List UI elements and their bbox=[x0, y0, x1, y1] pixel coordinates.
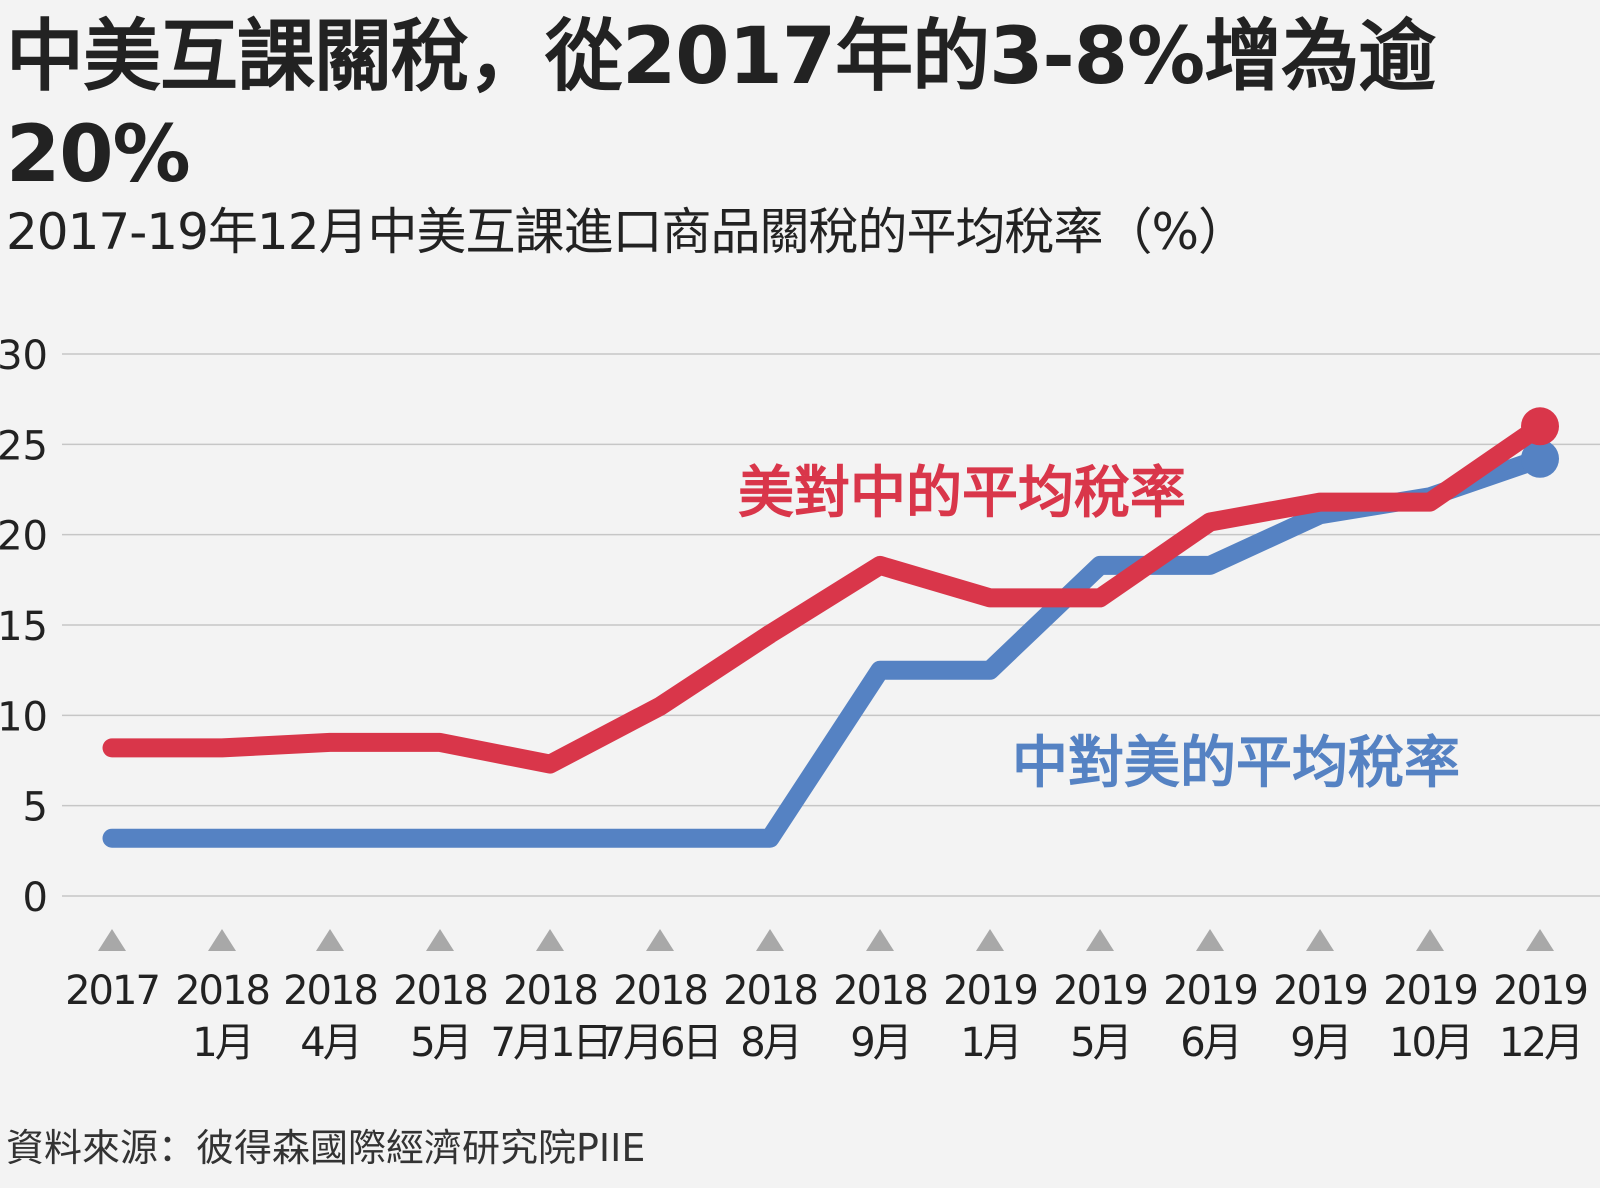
y-tick-label: 20 bbox=[0, 514, 48, 560]
x-tick-label-year: 2018 bbox=[175, 968, 269, 1014]
x-tick-label-month: 4月 bbox=[300, 1020, 359, 1066]
source-note: 資料來源：彼得森國際經濟研究院PIIE bbox=[6, 1126, 646, 1170]
x-tick-label-year: 2018 bbox=[723, 968, 817, 1014]
x-tick-marker bbox=[866, 929, 894, 951]
y-tick-label: 15 bbox=[0, 604, 48, 650]
x-tick-label-year: 2018 bbox=[503, 968, 597, 1014]
x-tick-label-month: 6月 bbox=[1180, 1020, 1239, 1066]
x-tick-label-year: 2019 bbox=[943, 968, 1037, 1014]
x-tick-marker bbox=[1306, 929, 1334, 951]
y-tick-label: 5 bbox=[23, 785, 48, 831]
x-tick-label-month: 9月 bbox=[1290, 1020, 1349, 1066]
x-tick-label-year: 2018 bbox=[393, 968, 487, 1014]
x-axis-ticks: 2017 20181月20184月20185月20187月1日20187月6日20… bbox=[65, 929, 1589, 1066]
y-tick-label: 0 bbox=[23, 875, 48, 921]
y-tick-label: 30 bbox=[0, 333, 48, 379]
chart-subtitle: 2017-19年12月中美互課進口商品關稅的平均稅率（%） bbox=[6, 203, 1248, 261]
gridlines bbox=[62, 353, 1600, 897]
x-tick-label-month: 7月1日 bbox=[491, 1020, 610, 1066]
x-tick-marker bbox=[426, 929, 454, 951]
series-endpoint bbox=[1521, 407, 1559, 446]
x-tick-label-year: 2018 bbox=[833, 968, 927, 1014]
y-axis-ticks: 0 5 10 15 20 25 30 bbox=[0, 333, 48, 921]
x-tick-marker bbox=[976, 929, 1004, 951]
x-tick-label-month: 5月 bbox=[1070, 1020, 1129, 1066]
chart-title: 中美互課關稅，從2017年的3-8%增為逾20% bbox=[6, 12, 1436, 200]
series-label: 美對中的平均稅率 bbox=[738, 461, 1186, 526]
x-tick-label-month: 1月 bbox=[192, 1020, 251, 1066]
x-tick-label-month: 10月 bbox=[1389, 1020, 1471, 1066]
x-tick-label-year: 2017 bbox=[65, 968, 159, 1014]
x-tick-marker bbox=[316, 929, 344, 951]
x-tick-marker bbox=[536, 929, 564, 951]
x-tick-label-year: 2018 bbox=[283, 968, 377, 1014]
series-lines bbox=[102, 407, 1559, 848]
x-tick-label-month: 7月6日 bbox=[601, 1020, 720, 1066]
x-tick-marker bbox=[1526, 929, 1554, 951]
x-tick-label-month: 8月 bbox=[740, 1020, 799, 1066]
x-tick-label-year: 2018 bbox=[613, 968, 707, 1014]
x-tick-label-month: 1月 bbox=[960, 1020, 1019, 1066]
series-label: 中對美的平均稅率 bbox=[1012, 731, 1460, 796]
y-tick-label: 25 bbox=[0, 423, 48, 469]
x-tick-marker bbox=[1416, 929, 1444, 951]
x-tick-label-year: 2019 bbox=[1493, 968, 1587, 1014]
x-tick-label-month: 5月 bbox=[410, 1020, 469, 1066]
x-tick-marker bbox=[98, 929, 126, 951]
x-tick-marker bbox=[208, 929, 236, 951]
x-tick-marker bbox=[1086, 929, 1114, 951]
series-line bbox=[102, 449, 1550, 848]
series-line bbox=[102, 416, 1550, 774]
series-endpoint bbox=[1521, 439, 1559, 478]
x-tick-marker bbox=[646, 929, 674, 951]
x-tick-label-year: 2019 bbox=[1383, 968, 1477, 1014]
x-tick-label-year: 2019 bbox=[1053, 968, 1147, 1014]
x-tick-label-month: 12月 bbox=[1499, 1020, 1581, 1066]
x-tick-label-year: 2019 bbox=[1273, 968, 1367, 1014]
x-tick-marker bbox=[756, 929, 784, 951]
x-tick-marker bbox=[1196, 929, 1224, 951]
x-tick-label-year: 2019 bbox=[1163, 968, 1257, 1014]
y-tick-label: 10 bbox=[0, 694, 48, 740]
x-tick-label-month: 9月 bbox=[850, 1020, 909, 1066]
